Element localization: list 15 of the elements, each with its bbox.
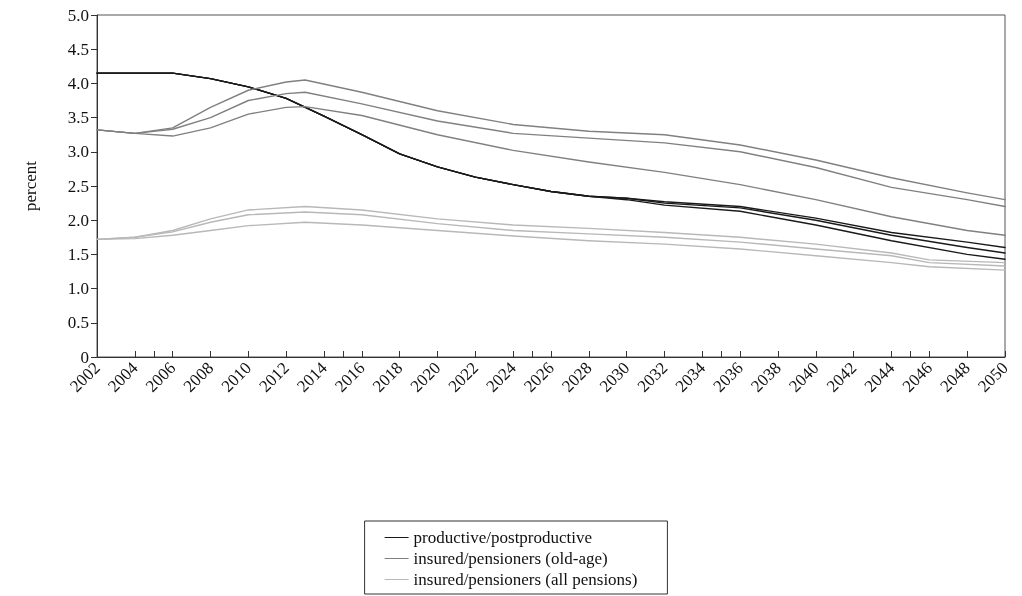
y-tick-label: 5.0 (67, 5, 89, 25)
y-tick-label: 2.5 (67, 176, 89, 196)
y-tick-label: 4.0 (67, 73, 89, 93)
y-tick-label: 0 (80, 347, 89, 367)
y-tick-label: 3.0 (67, 142, 89, 162)
y-tick-label: 1.0 (67, 279, 89, 299)
legend-label: insured/pensioners (all pensions) (413, 570, 638, 589)
legend-label: productive/postproductive (413, 528, 593, 547)
y-tick-label: 0.5 (67, 313, 89, 333)
legend-label: insured/pensioners (old-age) (413, 549, 608, 568)
y-axis-title: percent (21, 160, 40, 212)
y-tick-label: 3.5 (67, 108, 89, 128)
y-tick-label: 4.5 (67, 39, 89, 59)
y-tick-label: 2.0 (67, 210, 89, 230)
y-tick-label: 1.5 (67, 244, 89, 264)
